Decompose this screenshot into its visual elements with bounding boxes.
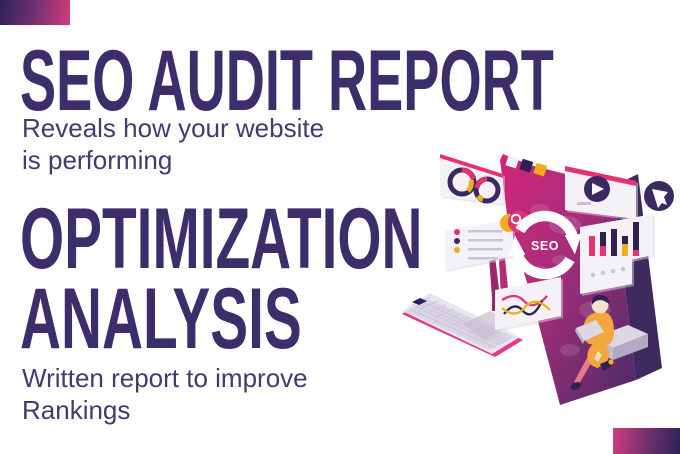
svg-text:SEO: SEO [531,239,559,253]
